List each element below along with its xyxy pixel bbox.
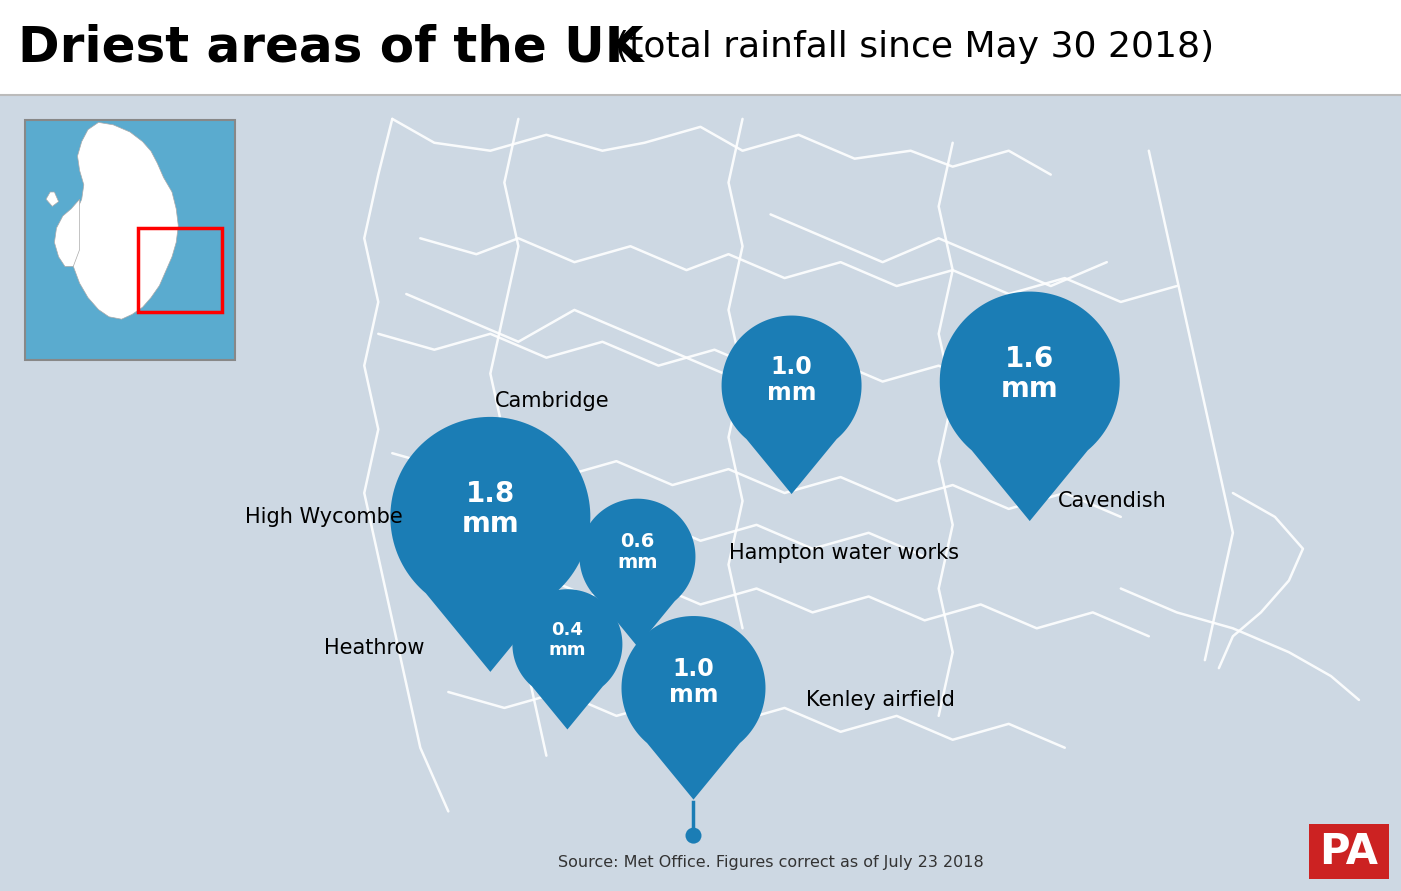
Polygon shape [622, 616, 765, 799]
Polygon shape [513, 589, 622, 730]
Text: Cavendish: Cavendish [1058, 491, 1167, 511]
Polygon shape [391, 417, 590, 672]
Text: 0.4
mm: 0.4 mm [549, 621, 586, 658]
Bar [0, 0, 1401, 95]
Text: Kenley airfield: Kenley airfield [806, 690, 954, 710]
Bar [139, 228, 223, 312]
Text: 0.6
mm: 0.6 mm [618, 532, 657, 572]
Text: (total rainfall since May 30 2018): (total rainfall since May 30 2018) [615, 30, 1215, 64]
Polygon shape [46, 192, 59, 207]
Text: 1.8
mm: 1.8 mm [461, 479, 520, 538]
Text: Cambridge: Cambridge [495, 391, 609, 412]
Text: 1.0
mm: 1.0 mm [668, 658, 719, 707]
Text: 1.0
mm: 1.0 mm [766, 355, 817, 405]
Text: High Wycombe: High Wycombe [245, 507, 403, 527]
Polygon shape [55, 200, 80, 266]
Polygon shape [940, 291, 1119, 521]
Bar [25, 120, 235, 360]
Polygon shape [69, 122, 178, 319]
Text: Hampton water works: Hampton water works [729, 543, 958, 563]
Bar [1309, 824, 1388, 879]
Text: 1.6
mm: 1.6 mm [1000, 345, 1059, 404]
Text: Source: Met Office. Figures correct as of July 23 2018: Source: Met Office. Figures correct as o… [558, 855, 984, 871]
Text: Driest areas of the UK: Driest areas of the UK [18, 23, 643, 71]
Bar [0, 95, 1401, 891]
Circle shape [685, 828, 702, 844]
Polygon shape [580, 499, 695, 647]
Text: PA: PA [1320, 830, 1379, 872]
Text: Heathrow: Heathrow [324, 638, 425, 658]
Polygon shape [722, 315, 862, 494]
